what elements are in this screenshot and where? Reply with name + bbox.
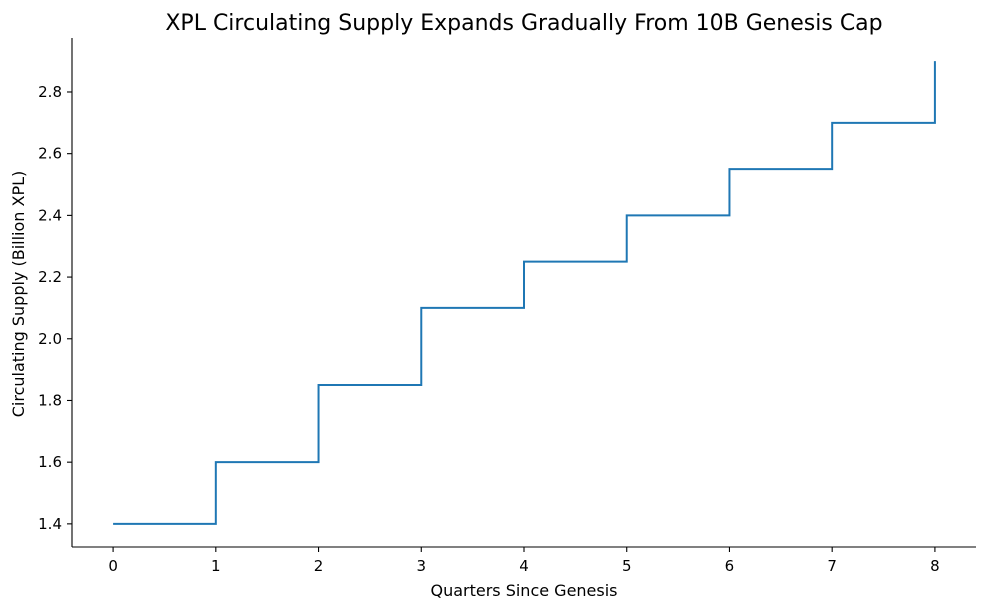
y-tick-label: 2.8 xyxy=(38,83,62,101)
x-axis-label: Quarters Since Genesis xyxy=(430,581,617,600)
x-tick-label: 8 xyxy=(930,557,940,575)
y-tick-label: 1.4 xyxy=(38,515,62,533)
x-tick-label: 2 xyxy=(314,557,324,575)
y-tick-label: 2.2 xyxy=(38,268,62,286)
y-tick-label: 1.6 xyxy=(38,453,62,471)
y-tick-label: 1.8 xyxy=(38,391,62,409)
x-tick-label: 3 xyxy=(416,557,426,575)
y-tick-label: 2.6 xyxy=(38,145,62,163)
x-tick-label: 5 xyxy=(622,557,632,575)
series-line-0 xyxy=(113,61,936,525)
x-tick-label: 4 xyxy=(519,557,529,575)
plot-area: 0 1 2 3 4 5 6 7 8 1.4 1.6 1.8 2.0 2.2 2.4 2.6 2.8 xyxy=(38,38,976,575)
y-axis-label: Circulating Supply (Billion XPL) xyxy=(9,171,28,418)
x-tick-label: 0 xyxy=(108,557,118,575)
y-tick-label: 2.0 xyxy=(38,330,62,348)
y-tick-label: 2.4 xyxy=(38,206,62,224)
x-tick-label: 1 xyxy=(211,557,221,575)
chart-title: XPL Circulating Supply Expands Gradually… xyxy=(165,11,882,36)
x-tick-label: 6 xyxy=(725,557,735,575)
x-tick-label: 7 xyxy=(827,557,837,575)
